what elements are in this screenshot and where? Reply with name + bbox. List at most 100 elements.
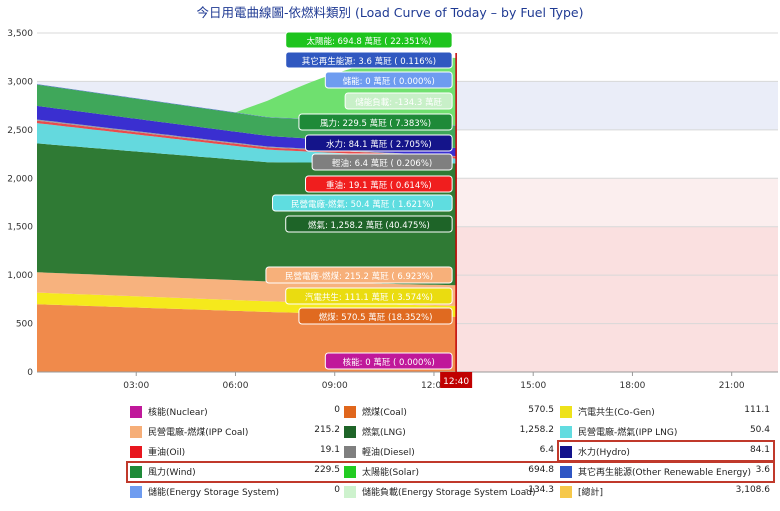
legend-label: 其它再生能源(Other Renewable Energy) [578, 468, 752, 478]
y-tick-label: 3,000 [7, 77, 33, 87]
x-tick-label: 15:00 [520, 381, 546, 391]
legend-value: 694.8 [528, 465, 554, 475]
legend-swatch [560, 426, 572, 438]
legend-swatch [130, 426, 142, 438]
legend-row: 風力(Wind) 229.5 太陽能(Solar) 694.8 其它再生能源(Other… [130, 462, 780, 482]
tooltip-box [265, 266, 453, 284]
tooltip-box [311, 153, 453, 171]
legend-label: [總計] [578, 488, 604, 498]
legend-swatch [344, 466, 356, 478]
tooltip-box [272, 194, 453, 212]
y-tick-label: 2,500 [7, 126, 33, 136]
tooltip-label: 儲能負載: -134.3 萬瓩 [355, 97, 442, 108]
legend-label: 水力(Hydro) [578, 448, 630, 458]
legend: 核能(Nuclear) 0 燃煤(Coal) 570.5 汽電共生(Co-Gen) 111… [126, 402, 780, 502]
legend-swatch [130, 446, 142, 458]
y-tick-label: 1,500 [7, 223, 33, 233]
tooltip-box [285, 215, 453, 233]
legend-value: 3.6 [755, 465, 770, 475]
tooltip-box [298, 113, 453, 131]
x-tick-label: 21:00 [719, 381, 745, 391]
legend-value: 6.4 [539, 445, 554, 455]
legend-item: 儲能(Energy Storage System) 0 [130, 482, 340, 502]
legend-label: 汽電共生(Co-Gen) [578, 408, 655, 418]
legend-item: 太陽能(Solar) 694.8 [344, 462, 554, 482]
legend-value: 19.1 [319, 445, 340, 455]
legend-value: 1,258.2 [519, 425, 554, 435]
legend-label: 燃氣(LNG) [362, 428, 406, 438]
legend-item: 輕油(Diesel) 6.4 [344, 442, 554, 462]
legend-item: 燃煤(Coal) 570.5 [344, 402, 554, 422]
legend-row: 民營電廠-燃煤(IPP Coal) 215.2 燃氣(LNG) 1,258.2 民營電廠… [130, 422, 780, 442]
x-tick-label: 03:00 [123, 381, 149, 391]
x-tick-label: 12:00 [421, 381, 447, 391]
tooltip-box [324, 71, 453, 89]
legend-label: 風力(Wind) [148, 468, 196, 478]
tooltip-box [285, 31, 453, 49]
legend-value: 50.4 [749, 425, 770, 435]
highlight-renewables [126, 461, 775, 483]
legend-label: 儲能負載(Energy Storage System Load) [362, 488, 536, 498]
legend-item: 核能(Nuclear) 0 [130, 402, 340, 422]
area-series [37, 84, 457, 148]
legend-swatch [344, 486, 356, 498]
legend-label: 核能(Nuclear) [148, 408, 208, 418]
legend-swatch [560, 446, 572, 458]
legend-value: 570.5 [528, 405, 554, 415]
tooltip-label: 儲能: 0 萬瓩 ( 0.000%) [343, 76, 435, 87]
tooltip-box [305, 134, 453, 152]
legend-label: 重油(Oil) [148, 448, 186, 458]
legend-swatch [560, 466, 572, 478]
x-tick-label: 09:00 [322, 381, 348, 391]
legend-value: 0 [334, 405, 340, 415]
legend-row: 儲能(Energy Storage System) 0 儲能負載(Energy St… [130, 482, 780, 502]
axes: 0 500 1,000 1,500 2,000 2,500 3,000 3,500 03:00 0… [7, 29, 778, 391]
legend-value: 215.2 [314, 425, 340, 435]
tooltip-label: 汽電共生: 111.1 萬瓩 ( 3.574%) [305, 292, 433, 303]
x-tick-label: 06:00 [223, 381, 249, 391]
legend-swatch [560, 406, 572, 418]
legend-label: 民營電廠-燃氣(IPP LNG) [578, 428, 678, 438]
x-tick-label: 18:00 [619, 381, 645, 391]
legend-swatch [560, 486, 572, 498]
legend-swatch [130, 466, 142, 478]
tooltip-box [305, 175, 453, 193]
legend-swatch [130, 486, 142, 498]
tooltip-label: 核能: 0 萬瓩 ( 0.000%) [343, 357, 435, 368]
tooltip-label: 其它再生能源: 3.6 萬瓩 ( 0.116%) [302, 56, 436, 67]
legend-swatch [344, 406, 356, 418]
tooltip-label: 燃氣: 1,258.2 萬瓩 (40.475%) [308, 220, 430, 231]
tooltip-label: 重油: 19.1 萬瓩 ( 0.614%) [326, 180, 432, 191]
legend-value: 84.1 [749, 445, 770, 455]
tooltip-box [285, 287, 453, 305]
tooltip-box [285, 51, 453, 69]
chart-title: 今日用電曲線圖-依燃料類別 (Load Curve of Today – by … [196, 5, 584, 20]
legend-item: 儲能負載(Energy Storage System Load) -134.3 [344, 482, 554, 502]
y-tick-label: 2,000 [7, 174, 33, 184]
tooltip-box [298, 307, 453, 325]
tooltip-label: 民營電廠-燃氣: 50.4 萬瓩 ( 1.621%) [291, 199, 434, 210]
legend-item: 民營電廠-燃煤(IPP Coal) 215.2 [130, 422, 340, 442]
legend-row: 核能(Nuclear) 0 燃煤(Coal) 570.5 汽電共生(Co-Gen) 111… [130, 402, 780, 422]
current-time-box [440, 372, 473, 388]
legend-label: 燃煤(Coal) [362, 408, 407, 418]
legend-item: [總計] 3,108.6 [560, 482, 770, 502]
legend-value: -134.3 [524, 485, 554, 495]
legend-swatch [130, 406, 142, 418]
tooltip-label: 民營電廠-燃煤: 215.2 萬瓩 ( 6.923%) [285, 271, 433, 282]
tooltip-box [324, 352, 453, 370]
legend-label: 輕油(Diesel) [362, 448, 415, 458]
legend-item: 其它再生能源(Other Renewable Energy) 3.6 [560, 462, 770, 482]
tooltip-label: 水力: 84.1 萬瓩 ( 2.705%) [326, 139, 432, 150]
load-curve-chart: 0 500 1,000 1,500 2,000 2,500 3,000 3,500 03:00 0… [7, 29, 778, 391]
legend-label: 太陽能(Solar) [362, 468, 419, 478]
band-pink [456, 226, 778, 372]
legend-item: 水力(Hydro) 84.1 [560, 442, 770, 462]
tooltip-label: 輕油: 6.4 萬瓩 ( 0.206%) [332, 158, 432, 169]
legend-swatch [344, 426, 356, 438]
legend-row: 重油(Oil) 19.1 輕油(Diesel) 6.4 水力(Hydro) 84.1 [130, 442, 780, 462]
legend-item: 重油(Oil) 19.1 [130, 442, 340, 462]
legend-item: 汽電共生(Co-Gen) 111.1 [560, 402, 770, 422]
legend-label: 儲能(Energy Storage System) [148, 488, 280, 498]
legend-value: 0 [334, 485, 340, 495]
